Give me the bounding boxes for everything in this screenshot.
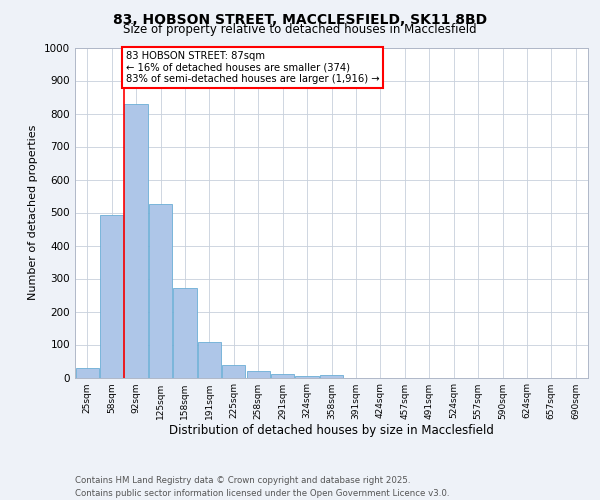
Text: 83 HOBSON STREET: 87sqm
← 16% of detached houses are smaller (374)
83% of semi-d: 83 HOBSON STREET: 87sqm ← 16% of detache… xyxy=(126,51,379,84)
Y-axis label: Number of detached properties: Number of detached properties xyxy=(28,125,38,300)
X-axis label: Distribution of detached houses by size in Macclesfield: Distribution of detached houses by size … xyxy=(169,424,494,438)
Bar xyxy=(124,104,148,378)
Text: Contains HM Land Registry data © Crown copyright and database right 2025.
Contai: Contains HM Land Registry data © Crown c… xyxy=(75,476,449,498)
Bar xyxy=(173,288,197,378)
Text: Size of property relative to detached houses in Macclesfield: Size of property relative to detached ho… xyxy=(123,22,477,36)
Bar xyxy=(76,368,99,378)
Bar xyxy=(247,371,270,378)
Bar xyxy=(295,376,319,378)
Bar xyxy=(198,342,221,378)
Bar xyxy=(100,215,123,378)
Bar xyxy=(320,375,343,378)
Bar xyxy=(222,366,245,378)
Text: 83, HOBSON STREET, MACCLESFIELD, SK11 8BD: 83, HOBSON STREET, MACCLESFIELD, SK11 8B… xyxy=(113,12,487,26)
Bar xyxy=(271,374,294,378)
Bar xyxy=(149,204,172,378)
